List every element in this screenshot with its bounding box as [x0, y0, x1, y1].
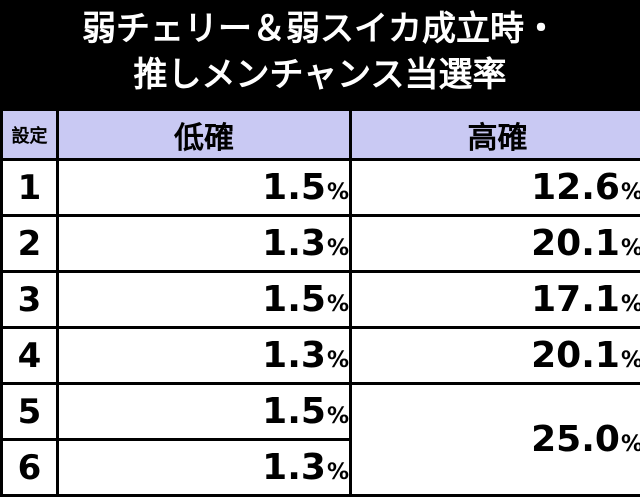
low-rate-cell: 1.5% [59, 385, 349, 438]
low-rate-cell: 1.5% [59, 161, 349, 214]
percent-sign: % [326, 292, 349, 317]
setting-cell: 3 [3, 273, 56, 326]
percent-sign: % [326, 348, 349, 373]
table-row: 3 1.5% 17.1% [3, 273, 640, 326]
setting-cell: 1 [3, 161, 56, 214]
header-setting: 設定 [3, 111, 56, 158]
percent-sign: % [621, 180, 640, 205]
high-rate-value: 17.1 [531, 279, 620, 320]
table-row: 6 1.3% [3, 441, 640, 494]
table-row: 2 1.3% 20.1% [3, 217, 640, 270]
low-rate-cell: 1.5% [59, 273, 349, 326]
percent-sign: % [621, 292, 640, 317]
percent-sign: % [326, 404, 349, 429]
table-row: 1 1.5% 12.6% [3, 161, 640, 214]
table-row: 4 1.3% 20.1% [3, 329, 640, 382]
title-line-1: 弱チェリー＆弱スイカ成立時・ [82, 9, 558, 49]
high-rate-cell-merged: 25.0% [352, 385, 640, 494]
high-rate-cell: 20.1% [352, 329, 640, 382]
low-rate-value: 1.3 [262, 447, 326, 488]
percent-sign: % [326, 180, 349, 205]
page-title: 弱チェリー＆弱スイカ成立時・ 推しメンチャンス当選率 [0, 0, 640, 102]
high-rate-cell: 17.1% [352, 273, 640, 326]
header-row: 設定 低確 高確 [3, 111, 640, 158]
header-low: 低確 [59, 111, 349, 158]
percent-sign: % [326, 460, 349, 485]
high-rate-cell: 12.6% [352, 161, 640, 214]
percent-sign: % [326, 236, 349, 261]
low-rate-value: 1.5 [262, 167, 326, 208]
low-rate-value: 1.3 [262, 223, 326, 264]
low-rate-value: 1.5 [262, 391, 326, 432]
table-row: 5 1.5% 25.0% [3, 385, 640, 494]
high-rate-value: 25.0 [531, 419, 620, 460]
low-rate-cell: 1.3% [59, 441, 349, 494]
percent-sign: % [621, 432, 640, 457]
probability-table: 設定 低確 高確 1 1.5% 12.6% 2 1.3% 20.1% 3 1.5… [0, 108, 640, 497]
low-rate-cell: 1.3% [59, 217, 349, 270]
high-rate-value: 20.1 [531, 335, 620, 376]
percent-sign: % [621, 236, 640, 261]
high-rate-value: 20.1 [531, 223, 620, 264]
low-rate-value: 1.3 [262, 335, 326, 376]
high-rate-value: 12.6 [531, 167, 620, 208]
title-line-2: 推しメンチャンス当選率 [133, 55, 507, 95]
percent-sign: % [621, 348, 640, 373]
low-rate-value: 1.5 [262, 279, 326, 320]
high-rate-cell: 20.1% [352, 217, 640, 270]
setting-cell: 5 [3, 385, 56, 438]
setting-cell: 4 [3, 329, 56, 382]
low-rate-cell: 1.3% [59, 329, 349, 382]
setting-cell: 6 [3, 441, 56, 494]
header-high: 高確 [352, 111, 640, 158]
setting-cell: 2 [3, 217, 56, 270]
